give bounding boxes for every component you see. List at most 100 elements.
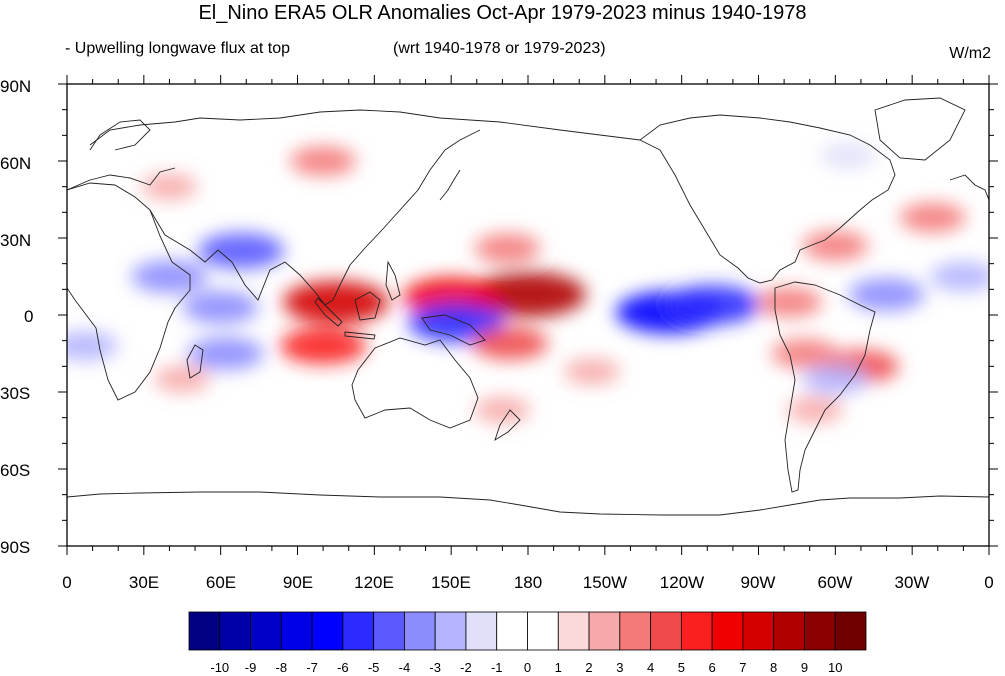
coastline-sumatra <box>314 297 343 327</box>
colorbar-label: -6 <box>337 660 349 675</box>
anomaly-blob <box>564 358 621 385</box>
colorbar-box <box>496 611 528 651</box>
coastline-japan <box>439 169 461 201</box>
colorbar-label: -2 <box>460 660 472 675</box>
anomaly-blob <box>848 278 925 311</box>
coastline-eurasia-north <box>89 109 641 146</box>
colorbar-label: -8 <box>275 660 288 675</box>
lat-label-60n: 60N <box>0 154 32 173</box>
colorbar-box <box>342 611 375 651</box>
anomaly-blob <box>470 271 586 318</box>
lon-label-120w: 120W <box>659 573 705 592</box>
lat-label-90s: 90S <box>0 538 31 557</box>
colorbar-label: 1 <box>554 660 562 675</box>
colorbar-box <box>773 611 805 651</box>
anomaly-blob <box>131 260 208 293</box>
colorbar-label: 6 <box>708 660 716 675</box>
colorbar-label: -7 <box>306 660 318 675</box>
anomaly-blob <box>187 337 264 370</box>
colorbar-label: -10 <box>210 660 230 675</box>
lon-label-60w: 60W <box>817 573 853 592</box>
anomaly-blob <box>408 303 505 343</box>
colorbar-label: -4 <box>398 660 411 675</box>
coastline-philippines <box>385 260 401 301</box>
colorbar-label: 2 <box>585 660 593 675</box>
colorbar-box <box>373 611 405 651</box>
colorbar-box <box>650 611 682 651</box>
colorbar-label: 10 <box>827 660 843 675</box>
anomaly-blob <box>141 173 198 200</box>
lon-label-180: 180 <box>513 573 543 592</box>
anomaly-blob <box>472 326 549 360</box>
anomaly-blob <box>280 327 367 364</box>
coastline-new-guinea <box>421 314 486 346</box>
lon-label-90e: 90E <box>282 573 314 592</box>
anomaly-blob <box>820 142 877 170</box>
anomaly-blob <box>786 396 843 424</box>
lon-label-30e: 30E <box>128 573 160 592</box>
lat-label-60s: 60S <box>0 461 31 480</box>
colorbar-label: 5 <box>677 660 685 675</box>
lat-label-30n: 30N <box>0 231 32 250</box>
anomaly-blob <box>930 261 989 292</box>
colorbar-label: -5 <box>367 660 380 675</box>
lat-label-90n: 90N <box>0 77 32 96</box>
colorbar-box <box>280 611 313 651</box>
colorbar-label: -3 <box>429 660 441 675</box>
colorbar-box <box>219 611 251 651</box>
coastline-eurasia-south <box>149 129 481 306</box>
coastline-europe <box>949 174 989 201</box>
colorbar-label: 3 <box>616 660 624 675</box>
coastline-scandinavia <box>89 119 151 151</box>
colorbar-box <box>404 611 436 651</box>
colorbar-box <box>619 611 651 651</box>
anomaly-blob <box>474 233 541 264</box>
coastline-australia <box>351 337 479 429</box>
coastline-north-america <box>639 114 896 284</box>
colorbar-label: 7 <box>739 660 747 675</box>
anomaly-blob <box>182 290 259 324</box>
coastline-new-zealand <box>494 409 521 442</box>
anomaly-field <box>67 142 989 424</box>
colorbar-box <box>465 611 498 651</box>
colorbar-box <box>527 611 559 651</box>
colorbar-box <box>834 611 867 651</box>
anomaly-blob <box>899 202 966 233</box>
colorbar-box <box>188 611 221 651</box>
colorbar-label: 0 <box>523 660 532 675</box>
coastline-madagascar <box>186 344 204 379</box>
lon-label-60e: 60E <box>205 573 237 592</box>
colorbar <box>188 611 867 651</box>
coastlines <box>67 97 989 516</box>
coastline-borneo <box>354 291 381 321</box>
colorbar-box <box>742 611 775 651</box>
colorbar-label: 9 <box>800 660 809 675</box>
anomaly-blob <box>282 280 389 324</box>
coastline-greenland <box>874 97 966 161</box>
coastline-south-america <box>774 281 876 493</box>
variable-subtitle: - Upwelling longwave flux at top <box>65 40 291 57</box>
lat-label-30s: 30S <box>0 384 31 403</box>
anomaly-blob <box>802 364 869 394</box>
colorbar-box <box>588 611 621 651</box>
colorbar-label: 4 <box>646 660 655 675</box>
colorbar-label: -1 <box>490 660 503 675</box>
anomaly-blob <box>290 146 357 176</box>
colorbar-box <box>557 611 590 651</box>
coastline-java <box>344 331 376 340</box>
lon-label-150e: 150E <box>431 573 471 592</box>
colorbar-box <box>680 611 713 651</box>
coastline-antarctica <box>67 491 989 516</box>
colorbar-box <box>250 611 282 651</box>
coastline-africa <box>67 182 191 401</box>
lon-label-90w: 90W <box>740 573 776 592</box>
colorbar-box <box>804 611 836 651</box>
colorbar-box <box>311 611 344 651</box>
anomaly-blob <box>474 396 531 424</box>
lon-label-150w: 150W <box>582 573 628 592</box>
lon-label-120e: 120E <box>354 573 394 592</box>
colorbar-box <box>434 611 467 651</box>
coastline-mediterranean <box>67 167 176 191</box>
anomaly-blob <box>756 287 823 317</box>
colorbar-box <box>711 611 744 651</box>
